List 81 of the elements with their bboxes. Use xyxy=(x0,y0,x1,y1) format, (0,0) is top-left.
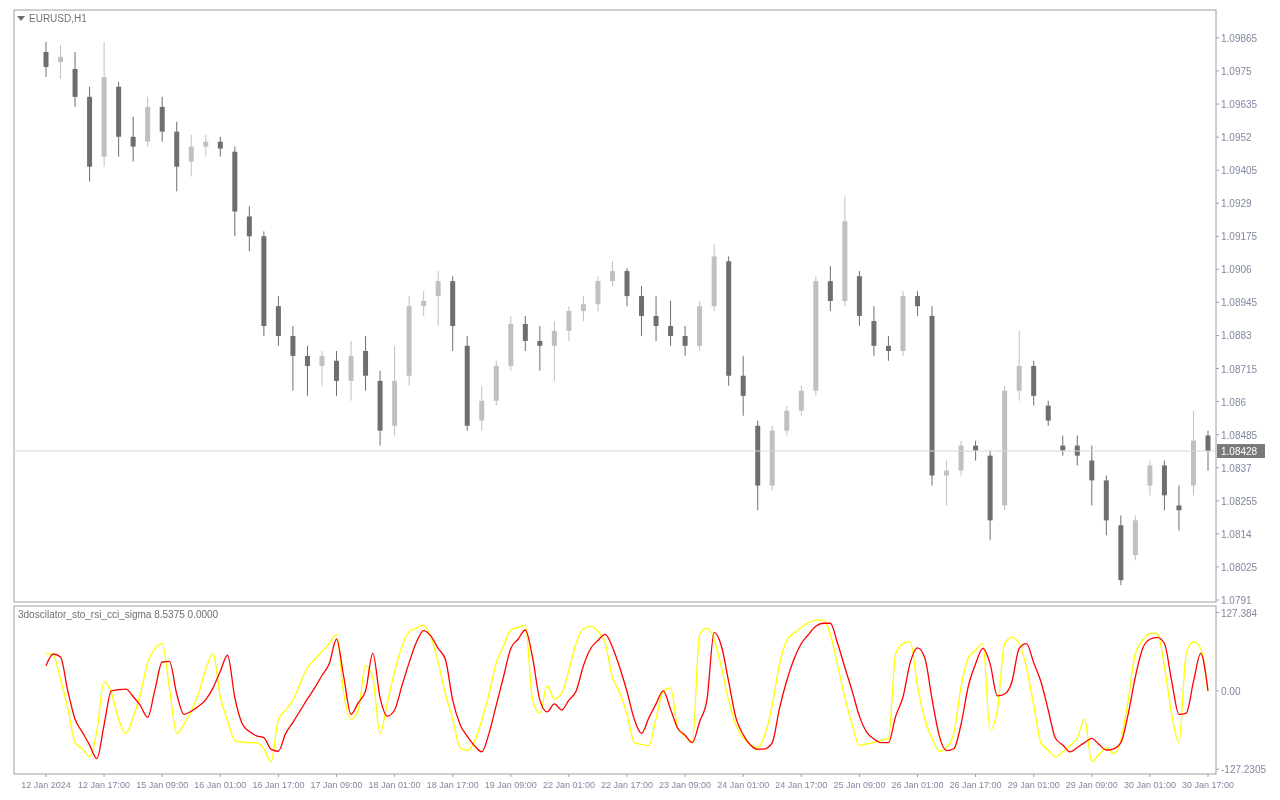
candlestick xyxy=(566,305,572,342)
y-tick-label: 1.09405 xyxy=(1221,165,1258,177)
x-tick-label: 22 Jan 01:00 xyxy=(542,780,595,790)
x-tick-label: 26 Jan 01:00 xyxy=(891,780,944,790)
y-tick-label: -127.2305 xyxy=(1221,764,1267,776)
x-tick-label: 25 Jan 09:00 xyxy=(833,780,886,790)
x-tick-label: 22 Jan 17:00 xyxy=(600,780,654,790)
candlestick xyxy=(551,320,557,382)
candlestick xyxy=(609,260,615,287)
candlestick xyxy=(479,385,485,432)
candlestick xyxy=(885,335,891,362)
x-tick-label: 18 Jan 17:00 xyxy=(426,780,479,790)
x-tick-label: 30 Jan 17:00 xyxy=(1181,780,1235,790)
candlestick xyxy=(246,205,252,252)
candlestick xyxy=(435,270,441,327)
candlestick xyxy=(421,290,427,317)
candlestick xyxy=(290,325,296,392)
candlestick xyxy=(639,285,645,337)
candlestick xyxy=(784,405,790,437)
candlestick xyxy=(595,275,601,312)
x-tick-label: 12 Jan 2024 xyxy=(21,780,71,790)
candlestick xyxy=(682,325,688,357)
y-tick-label: 1.0975 xyxy=(1221,65,1253,77)
x-tick-label: 29 Jan 09:00 xyxy=(1065,780,1118,790)
y-tick-label: 1.09635 xyxy=(1221,99,1258,111)
candlestick xyxy=(580,295,586,322)
y-tick-label: 1.08485 xyxy=(1221,429,1258,441)
chart-title: EURUSD,H1 xyxy=(29,13,88,24)
candlestick xyxy=(668,300,674,347)
y-tick-label: 1.0906 xyxy=(1221,264,1253,276)
x-tick-label: 29 Jan 01:00 xyxy=(1007,780,1060,790)
candlestick xyxy=(58,44,64,80)
y-tick-label: 1.08945 xyxy=(1221,297,1258,309)
y-tick-label: 1.09175 xyxy=(1221,231,1258,243)
candlestick xyxy=(1176,485,1182,531)
candlestick xyxy=(1045,400,1051,427)
y-tick-label: 1.0883 xyxy=(1221,330,1253,342)
x-tick-label: 18 Jan 01:00 xyxy=(368,780,421,790)
y-tick-label: 1.0837 xyxy=(1221,462,1253,474)
candlestick xyxy=(1205,430,1211,472)
candlestick xyxy=(653,295,659,342)
y-tick-label: 1.0791 xyxy=(1221,594,1253,606)
y-tick-label: 1.08025 xyxy=(1221,561,1258,573)
x-tick-label: 16 Jan 17:00 xyxy=(252,780,305,790)
x-tick-label: 12 Jan 17:00 xyxy=(78,780,131,790)
candlestick xyxy=(522,315,528,352)
x-tick-label: 15 Jan 09:00 xyxy=(136,780,189,790)
candlestick xyxy=(1089,445,1095,506)
x-tick-label: 30 Jan 01:00 xyxy=(1123,780,1176,790)
candlestick xyxy=(319,350,325,387)
candlestick xyxy=(740,355,746,417)
ref-line-label: 1.08428 xyxy=(1221,446,1258,458)
y-tick-label: 1.0952 xyxy=(1221,132,1253,144)
y-tick-label: 1.08255 xyxy=(1221,495,1258,507)
x-tick-label: 16 Jan 01:00 xyxy=(194,780,247,790)
candlestick xyxy=(915,290,920,317)
chart-title: 3doscilator_sto_rsi_cci_sigma 8.5375 0.0000 xyxy=(18,609,219,620)
candlestick xyxy=(537,325,543,372)
y-tick-label: 1.08715 xyxy=(1221,363,1258,375)
x-tick-label: 23 Jan 09:00 xyxy=(659,780,712,790)
y-tick-label: 1.0814 xyxy=(1221,528,1253,540)
y-tick-label: 127.384 xyxy=(1221,607,1258,619)
x-tick-label: 24 Jan 17:00 xyxy=(775,780,828,790)
candlestick xyxy=(334,350,339,397)
y-tick-label: 1.0929 xyxy=(1221,198,1253,210)
y-tick-label: 1.09865 xyxy=(1221,32,1258,44)
candlestick xyxy=(827,265,833,312)
candlestick xyxy=(43,41,49,78)
candlestick xyxy=(130,116,136,163)
x-tick-label: 24 Jan 01:00 xyxy=(717,780,770,790)
y-tick-label: 0.00 xyxy=(1221,685,1241,697)
x-tick-label: 26 Jan 17:00 xyxy=(949,780,1002,790)
candlestick xyxy=(1147,460,1153,496)
y-tick-label: 1.086 xyxy=(1221,396,1247,408)
candlestick xyxy=(217,136,223,158)
candlestick xyxy=(798,385,804,417)
candlestick xyxy=(304,345,310,397)
x-tick-label: 17 Jan 09:00 xyxy=(310,780,363,790)
x-tick-label: 19 Jan 09:00 xyxy=(484,780,537,790)
candlestick xyxy=(188,134,194,177)
candlestick xyxy=(203,134,209,158)
